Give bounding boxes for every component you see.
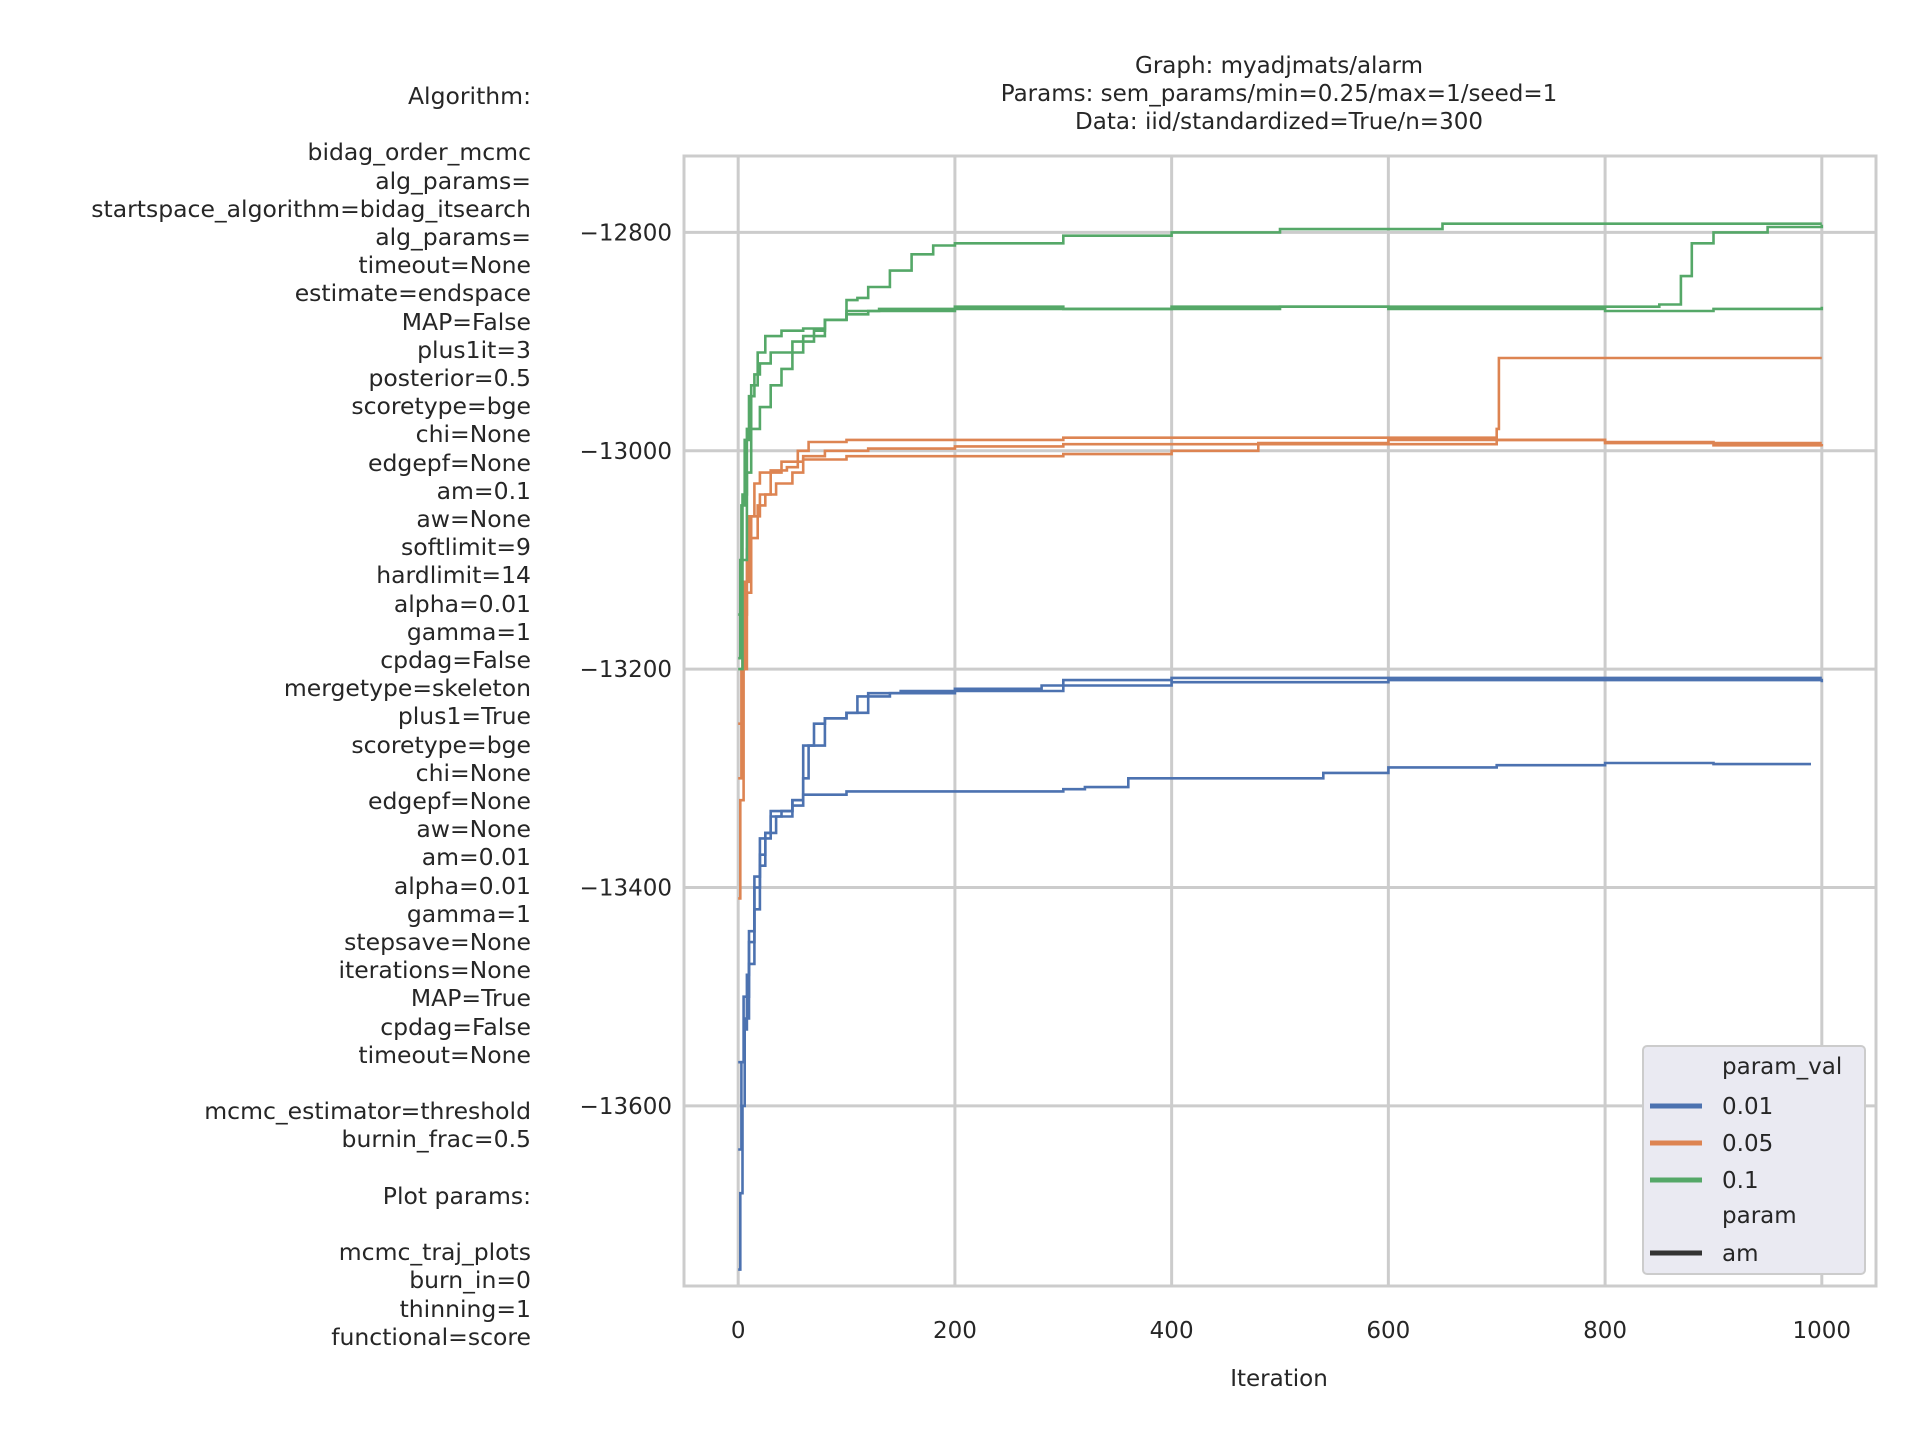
parameter-line: MAP=False — [401, 307, 531, 336]
parameter-line: cpdag=False — [380, 646, 531, 675]
parameter-line: alg_params= — [375, 166, 531, 195]
parameter-line: am=0.1 — [436, 476, 531, 505]
series-line-0.01 — [738, 761, 1811, 1064]
y-tick-label: −13600 — [580, 1094, 672, 1120]
parameter-line: gamma=1 — [406, 899, 531, 928]
x-tick-label: 1000 — [1793, 1318, 1852, 1344]
legend-entry: 0.1 — [1722, 1168, 1759, 1194]
parameter-line: aw=None — [416, 505, 531, 534]
series-line-0.01 — [738, 678, 1824, 1151]
chart-title-line: Graph: myadjmats/alarm — [1135, 53, 1423, 79]
parameter-line: Plot params: — [382, 1181, 531, 1210]
parameter-line: functional=score — [331, 1322, 531, 1351]
legend: param_val 0.01 0.05 0.1 param am — [1642, 1045, 1866, 1275]
parameter-line: iterations=None — [338, 956, 531, 985]
parameter-line: posterior=0.5 — [368, 364, 531, 393]
y-tick-label: −12800 — [580, 220, 672, 246]
parameter-line: stepsave=None — [344, 928, 531, 957]
parameter-line: Algorithm: — [407, 82, 531, 110]
legend-box — [1642, 1045, 1866, 1275]
parameter-line: edgepf=None — [368, 448, 531, 477]
grid-lines — [684, 156, 1876, 1286]
y-axis-ticks: −13600 −13400 −13200 −13000 −12800 — [580, 220, 672, 1119]
parameter-line: chi=None — [415, 420, 531, 449]
parameter-line: thinning=1 — [399, 1294, 531, 1323]
chart-title-line: Params: sem_params/min=0.25/max=1/seed=1 — [1001, 81, 1558, 107]
y-tick-label: −13000 — [580, 439, 672, 465]
legend-hue-title: param_val — [1722, 1054, 1842, 1080]
chart-title: Graph: myadjmats/alarm Params: sem_param… — [1001, 53, 1558, 135]
parameter-line: MAP=True — [410, 984, 531, 1013]
plot-frame — [682, 154, 1878, 1288]
x-tick-label: 200 — [933, 1318, 977, 1344]
parameter-line: startspace_algorithm=bidag_itsearch — [91, 194, 531, 223]
legend-entry: 0.05 — [1722, 1131, 1773, 1157]
parameter-line: alg_params= — [375, 223, 531, 251]
chart-title-line: Data: iid/standardized=True/n=300 — [1075, 109, 1483, 135]
series-line-0.05 — [738, 438, 1822, 725]
legend-style-title: param — [1722, 1203, 1797, 1229]
series-line-0.05 — [738, 438, 1824, 900]
parameter-line: timeout=None — [358, 251, 531, 280]
x-tick-label: 400 — [1150, 1318, 1194, 1344]
parameter-line: chi=None — [415, 758, 531, 787]
legend-entry: 0.01 — [1722, 1094, 1773, 1120]
parameter-line: timeout=None — [358, 1040, 531, 1069]
x-tick-label: 800 — [1583, 1318, 1627, 1344]
x-tick-label: 0 — [731, 1318, 746, 1344]
series-line-0.1 — [738, 222, 1822, 671]
parameter-line: mcmc_estimator=threshold — [204, 1097, 531, 1126]
parameter-line: bidag_order_mcmc — [307, 138, 531, 167]
series-line-0.05 — [738, 356, 1822, 780]
parameter-line: estimate=endspace — [294, 279, 531, 308]
parameter-line: scoretype=bge — [351, 730, 531, 759]
parameter-line: softlimit=9 — [400, 533, 531, 562]
x-tick-label: 600 — [1366, 1318, 1410, 1344]
parameter-line: burnin_frac=0.5 — [341, 1125, 531, 1154]
series-line-0.1 — [738, 224, 1824, 660]
parameter-line: cpdag=False — [380, 1012, 531, 1041]
parameter-line: alpha=0.01 — [393, 589, 531, 618]
parameter-line: mcmc_traj_plots — [338, 1238, 531, 1267]
parameter-line: aw=None — [416, 815, 531, 844]
series-lines — [738, 222, 1824, 1271]
parameter-line: am=0.01 — [421, 843, 531, 872]
parameter-line: scoretype=bge — [351, 392, 531, 421]
parameter-line: burn_in=0 — [409, 1266, 531, 1295]
y-tick-label: −13400 — [580, 875, 672, 901]
parameter-line: hardlimit=14 — [376, 561, 531, 590]
parameter-line: plus1it=3 — [417, 335, 531, 364]
parameter-line: gamma=1 — [406, 617, 531, 646]
legend-entry: am — [1722, 1241, 1759, 1267]
parameter-line: mergetype=skeleton — [283, 674, 531, 703]
x-axis-ticks: 0 200 400 600 800 1000 — [731, 1318, 1851, 1344]
parameter-text-panel: Algorithm: bidag_order_mcmc alg_params= sta… — [0, 82, 531, 1351]
x-axis-label: Iteration — [1230, 1366, 1328, 1392]
parameter-line: alpha=0.01 — [393, 871, 531, 900]
y-tick-label: −13200 — [580, 657, 672, 683]
parameter-line: edgepf=None — [368, 787, 531, 816]
parameter-line: plus1=True — [397, 702, 531, 731]
